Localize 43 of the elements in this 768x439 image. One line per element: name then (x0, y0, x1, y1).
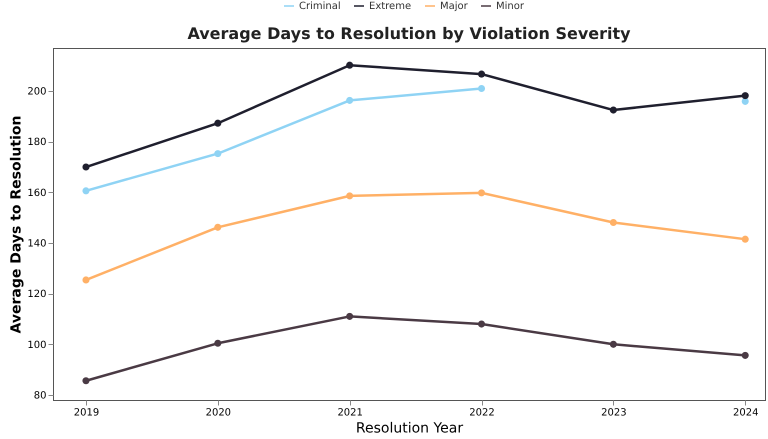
point (610, 340, 617, 348)
point (82, 276, 90, 284)
legend-label: Major (440, 1, 469, 12)
point (214, 340, 222, 347)
x-tick-label: 2021 (337, 408, 363, 418)
x-tick-label: 2019 (74, 408, 100, 418)
point (742, 236, 749, 243)
point (214, 120, 222, 127)
x-axis-title: Resolution Year (356, 420, 464, 436)
point (478, 320, 486, 328)
point (742, 92, 749, 100)
x-tick-label: 2020 (206, 408, 232, 418)
y-tick-label: 120 (27, 289, 46, 300)
point (82, 163, 90, 171)
y-tick-label: 160 (27, 188, 46, 199)
point (346, 192, 354, 200)
x-tick-label: 2022 (469, 408, 495, 418)
point (82, 377, 90, 384)
point (214, 150, 222, 158)
legend-label: Criminal (299, 1, 341, 12)
y-tick-label: 80 (34, 390, 46, 402)
x-tick-label: 2024 (732, 408, 758, 418)
point (346, 312, 354, 320)
chart-title: Average Days to Resolution by Violation Severity (187, 24, 632, 43)
point (478, 84, 486, 92)
y-tick-label: 180 (27, 137, 46, 148)
point (478, 70, 486, 78)
point (478, 189, 486, 196)
point (742, 352, 749, 359)
point (82, 187, 90, 194)
legend-label: Extreme (369, 1, 412, 12)
y-axis-title: Average Days to Resolution (8, 116, 24, 334)
point (214, 224, 222, 231)
point (610, 106, 617, 114)
point (610, 218, 617, 226)
point (346, 96, 354, 104)
legend-label: Minor (496, 1, 525, 12)
point (346, 62, 354, 69)
x-tick-label: 2023 (601, 408, 627, 418)
y-tick-label: 140 (27, 238, 46, 250)
point (742, 98, 749, 105)
y-tick-label: 100 (27, 340, 46, 351)
y-tick-label: 200 (27, 86, 46, 98)
